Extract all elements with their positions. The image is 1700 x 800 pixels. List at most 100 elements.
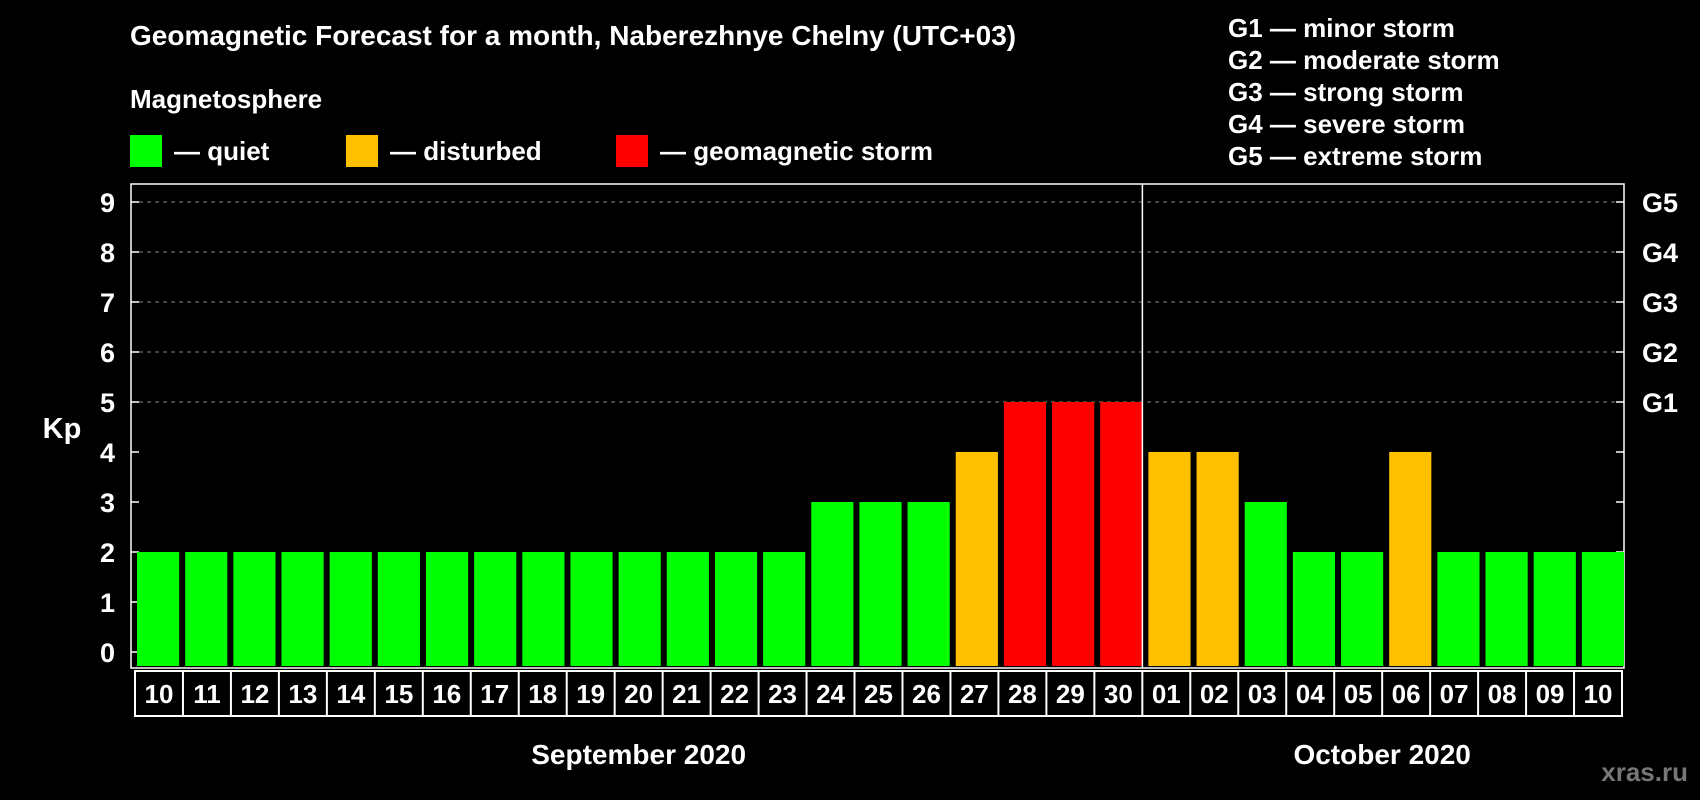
bar-kp (666, 552, 709, 666)
x-tick-label: 24 (816, 679, 845, 709)
month-label: September 2020 (531, 739, 746, 770)
g-scale-item: G1 — minor storm (1228, 13, 1455, 43)
x-tick-label: 23 (768, 679, 797, 709)
y-tick-label: 7 (100, 288, 115, 318)
x-tick-label: 18 (528, 679, 557, 709)
x-tick-label: 11 (193, 679, 221, 709)
bar-kp (1292, 552, 1336, 666)
bar-kp (859, 502, 902, 666)
bar-kp (137, 552, 180, 666)
bar-kp (618, 552, 661, 666)
x-tick-label: 08 (1488, 679, 1517, 709)
bar-kp (955, 452, 998, 666)
bar-kp (1244, 502, 1287, 666)
x-tick-label: 06 (1392, 679, 1421, 709)
bar-kp (1533, 552, 1576, 666)
x-tick-label: 25 (864, 679, 893, 709)
x-tick-label: 26 (912, 679, 941, 709)
y-tick-label: 2 (100, 538, 115, 568)
x-tick-label: 04 (1296, 679, 1325, 709)
g-scale-legend: G1 — minor storm G2 — moderate storm G3 … (1228, 12, 1500, 172)
y-tick-label: 5 (100, 388, 115, 418)
bar-kp (329, 552, 372, 666)
legend-swatch-disturbed (346, 135, 378, 167)
y-tick-label: 0 (100, 638, 115, 668)
bar-kp (474, 552, 517, 666)
bar-kp (281, 552, 324, 666)
y-tick-label: 4 (100, 438, 115, 468)
x-tick-label: 17 (480, 679, 509, 709)
g-scale-tick-label: G2 (1642, 338, 1678, 368)
g-scale-item: G5 — extreme storm (1228, 141, 1483, 171)
x-tick-label: 09 (1536, 679, 1565, 709)
x-tick-label: 30 (1104, 679, 1133, 709)
y-axis-title: Kp (43, 413, 82, 445)
x-tick-label: 29 (1056, 679, 1085, 709)
g-scale-item: G2 — moderate storm (1228, 45, 1500, 75)
x-tick-label: 02 (1200, 679, 1229, 709)
g-scale-tick-label: G4 (1642, 238, 1678, 268)
y-tick-label: 9 (100, 188, 115, 218)
g-scale-item: G4 — severe storm (1228, 109, 1466, 139)
bar-kp (763, 552, 806, 666)
bar-kp (1437, 552, 1480, 666)
bar-kp (233, 552, 276, 666)
y-tick-label: 6 (100, 338, 115, 368)
bar-kp (907, 502, 950, 666)
bar-kp (811, 502, 854, 666)
bar-kp (570, 552, 613, 666)
legend-swatch-quiet (130, 135, 162, 167)
bar-kp (377, 552, 420, 666)
bar-kp (425, 552, 469, 666)
x-tick-label: 22 (720, 679, 749, 709)
x-tick-label: 05 (1344, 679, 1373, 709)
x-tick-label: 01 (1152, 679, 1181, 709)
g-scale-item: G3 — strong storm (1228, 77, 1464, 107)
y-tick-label: 3 (100, 488, 115, 518)
bar-kp (1581, 552, 1624, 666)
g-scale-tick-label: G5 (1642, 188, 1678, 218)
x-tick-label: 14 (336, 679, 365, 709)
watermark: xras.ru (1601, 757, 1688, 787)
g-scale-tick-label: G1 (1642, 388, 1678, 418)
bar-kp (522, 552, 565, 666)
y-tick-label: 8 (100, 238, 115, 268)
x-tick-label: 19 (576, 679, 605, 709)
legend-item-storm: — geomagnetic storm (616, 134, 933, 168)
bar-kp (714, 552, 758, 666)
g-scale-tick-label: G3 (1642, 288, 1678, 318)
x-tick-label: 07 (1440, 679, 1469, 709)
bar-kp (1196, 452, 1239, 666)
bar-kp (185, 552, 228, 666)
x-tick-label: 13 (288, 679, 317, 709)
legend-item-quiet: — quiet (130, 134, 269, 168)
bar-kp (1100, 402, 1143, 666)
x-tick-label: 03 (1248, 679, 1277, 709)
plot-frame (130, 183, 1625, 669)
x-tick-label: 20 (624, 679, 653, 709)
bar-kp (1052, 402, 1095, 666)
legend-swatch-storm (616, 135, 648, 167)
bar-kp (1148, 452, 1191, 666)
bar-kp (1485, 552, 1528, 666)
bar-kp (1341, 552, 1384, 666)
x-tick-label: 28 (1008, 679, 1037, 709)
x-tick-label: 16 (432, 679, 461, 709)
x-tick-label: 21 (672, 679, 701, 709)
legend-heading: Magnetosphere (130, 84, 323, 114)
month-label: October 2020 (1293, 739, 1470, 770)
x-tick-label: 10 (1584, 679, 1613, 709)
x-tick-label: 27 (960, 679, 989, 709)
legend-item-disturbed: — disturbed (346, 134, 542, 168)
legend-label-quiet: — quiet (174, 135, 270, 166)
y-tick-label: 1 (100, 588, 115, 618)
x-tick-label: 15 (384, 679, 413, 709)
bar-kp (1389, 452, 1432, 666)
chart-title: Geomagnetic Forecast for a month, Nabere… (130, 20, 1017, 51)
bar-kp (1003, 402, 1047, 666)
x-tick-label: 10 (145, 679, 174, 709)
date-axis-frame (134, 670, 1623, 717)
x-tick-label: 12 (240, 679, 269, 709)
legend-label-storm: — geomagnetic storm (660, 135, 934, 166)
